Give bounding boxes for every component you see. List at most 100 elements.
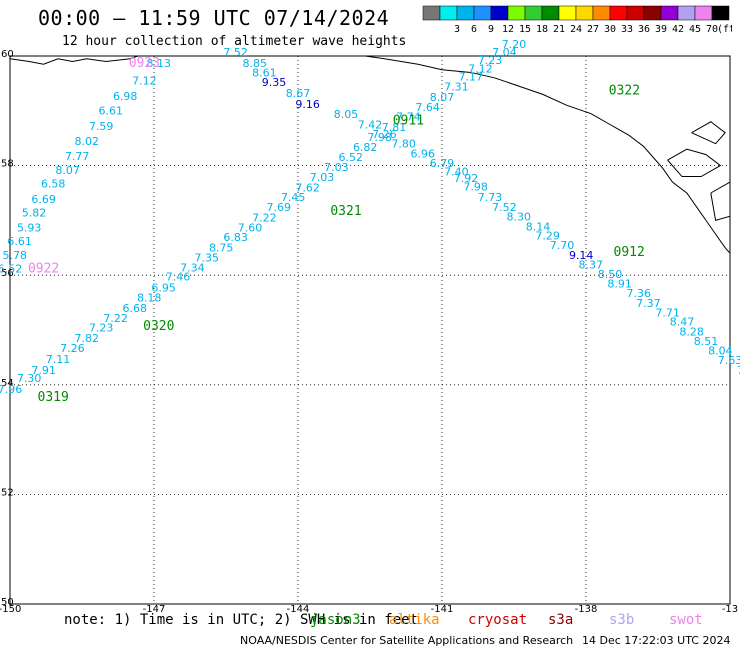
wave-height-value: 8.07 xyxy=(430,91,455,104)
wave-height-value: 7.29 xyxy=(535,230,560,243)
wave-height-value: 7.22 xyxy=(103,312,128,325)
longitude-tick-label: -144 xyxy=(287,604,310,612)
wave-height-value: 8.61 xyxy=(252,66,277,79)
wave-height-value: 7.62 xyxy=(295,181,320,194)
island-outline xyxy=(710,181,730,222)
map-title: 00:00 – 11:59 UTC 07/14/2024 xyxy=(38,6,390,30)
wave-height-value: 7.82 xyxy=(75,332,100,345)
latitude-tick-label: 56 xyxy=(1,268,14,279)
pass-time-label: 0320 xyxy=(143,319,174,334)
colorbar-tick-label: 33 xyxy=(621,24,633,35)
credit-text: NOAA/NESDIS Center for Satellite Applica… xyxy=(240,634,574,647)
wave-height-value: 7.23 xyxy=(89,322,114,335)
wave-height-value: 7.12 xyxy=(132,74,157,87)
wave-height-value: 7.74 xyxy=(396,111,421,124)
pass-time-label: 0912 xyxy=(614,245,645,260)
satellite-altika: altika xyxy=(389,612,440,628)
wave-height-value: 5.93 xyxy=(17,221,42,234)
wave-height-value: 7.23 xyxy=(478,54,503,67)
wave-height-value: 7.52 xyxy=(492,201,517,214)
wave-height-value: 6.96 xyxy=(411,147,436,160)
wave-height-value: 6.69 xyxy=(31,193,56,206)
wave-height-value: 8.05 xyxy=(334,108,359,121)
island-outline xyxy=(691,121,726,145)
wave-height-value: 8.30 xyxy=(507,210,532,223)
wave-height-value: 7.73 xyxy=(478,191,503,204)
wave-height-value: 8.07 xyxy=(55,164,80,177)
pass-time-label: 0923 xyxy=(129,56,160,71)
wave-height-value: 7.22 xyxy=(252,211,277,224)
colorbar-tick-label: 15 xyxy=(519,24,531,35)
colorbar-swatch xyxy=(711,5,730,21)
wave-height-value: 6.61 xyxy=(99,105,124,118)
pass-time-label: 0322 xyxy=(609,83,640,98)
wave-height-value: 7.70 xyxy=(550,239,575,252)
wave-height-value: 7.31 xyxy=(444,81,469,94)
colorbar-tick-label: 6 xyxy=(471,24,477,35)
colorbar-tick-label: 42 xyxy=(672,24,684,35)
wave-height-value: 7.81 xyxy=(382,121,407,134)
wave-height-value: 7.42 xyxy=(358,118,383,131)
wave-height-value: 8.04 xyxy=(708,345,733,358)
colorbar-tick-label: 18 xyxy=(536,24,548,35)
satellite-cryosat: cryosat xyxy=(468,612,528,628)
wave-height-value: 7.63 xyxy=(718,354,740,367)
wave-height-value: 8.51 xyxy=(694,335,719,348)
wave-height-value: 7.26 xyxy=(60,342,85,355)
wave-height-value: 8.14 xyxy=(526,220,551,233)
wave-height-value: 8.91 xyxy=(607,277,632,290)
wave-height-value: 7.03 xyxy=(324,161,349,174)
wave-height-value: 7.52 xyxy=(223,46,248,59)
island-outline xyxy=(735,215,740,253)
wave-height-value: 6.52 xyxy=(339,151,364,164)
wave-height-value: 5.82 xyxy=(22,207,47,220)
longitude-tick-label: -147 xyxy=(143,604,166,612)
island-outline xyxy=(667,148,722,178)
wave-height-value: 8.02 xyxy=(75,135,100,148)
satellite-s3b: s3b xyxy=(609,612,635,628)
wave-height-value: 8.67 xyxy=(286,87,311,100)
wave-height-value: 7.03 xyxy=(310,171,335,184)
wave-height-value: 6.82 xyxy=(353,141,378,154)
latitude-tick-label: 54 xyxy=(1,378,14,389)
wave-height-value: 6.61 xyxy=(7,235,32,248)
wave-height-value: 7.11 xyxy=(46,353,71,366)
pass-time-label: 0911 xyxy=(393,114,424,129)
units-note: note: 1) Time is in UTC; 2) SWH is in fe… xyxy=(64,612,419,628)
colorbar-tick-label: 39 xyxy=(655,24,667,35)
longitude-tick-label: -138 xyxy=(575,604,598,612)
wave-height-value: 9.14 xyxy=(569,249,594,262)
latitude-tick-label: 52 xyxy=(1,487,14,498)
wave-height-value: 7.64 xyxy=(415,101,440,114)
wave-height-value: 7.35 xyxy=(195,252,220,265)
wave-height-value: 5.78 xyxy=(3,249,28,262)
wave-height-value: 6.68 xyxy=(123,302,148,315)
colorbar-tick-label: 24 xyxy=(570,24,582,35)
generation-timestamp: 14 Dec 17:22:03 UTC 2024 xyxy=(582,634,731,647)
wave-height-value: 7.59 xyxy=(89,120,114,133)
colorbar-unit: (ft) xyxy=(717,24,732,35)
wave-height-value: 7.71 xyxy=(655,306,680,319)
wave-height-value: 7.20 xyxy=(502,38,527,51)
wave-height-value: 7.77 xyxy=(65,150,90,163)
wave-height-value: 8.28 xyxy=(679,325,704,338)
longitude-tick-label: -141 xyxy=(431,604,454,612)
satellite-jason3: jason3 xyxy=(310,612,361,628)
wave-height-value: 7.69 xyxy=(267,201,292,214)
colorbar-tick-label: 3 xyxy=(454,24,460,35)
wave-height-value: 7.98 xyxy=(463,180,488,193)
wave-height-value: 7.98 xyxy=(367,131,392,144)
pass-time-label: 0319 xyxy=(38,390,69,405)
wave-height-value: 7.04 xyxy=(492,46,517,59)
wave-height-value: 7.92 xyxy=(454,172,479,185)
altimeter-map: -150 -147 -144 -141 -138 -13 60 58 56 54 52 50 8.13 7… xyxy=(0,38,740,612)
coastline xyxy=(10,56,730,255)
wave-height-value: 7.80 xyxy=(391,138,416,151)
wave-height-value: 6.52 xyxy=(0,262,22,275)
wave-height-value: 6.79 xyxy=(430,157,455,170)
wave-height-value: 9.35 xyxy=(262,76,287,89)
latitude-tick-label: 50 xyxy=(1,597,14,608)
colorbar-tick-label: 12 xyxy=(502,24,514,35)
map-frame xyxy=(9,55,731,605)
wave-height-value: 8.37 xyxy=(579,259,604,272)
